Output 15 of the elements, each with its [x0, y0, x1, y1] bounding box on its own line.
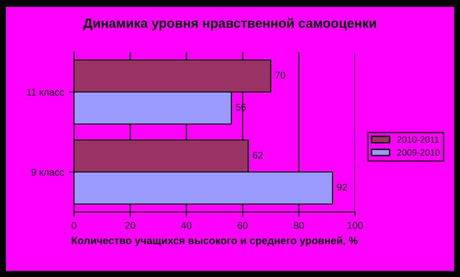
x-tick-label: 100 [348, 222, 363, 229]
legend-label: 2009-2010 [397, 149, 440, 156]
data-label: 70 [275, 72, 286, 79]
x-axis-title: Количество учащихся высокого и среднего уровней, % [72, 236, 358, 246]
chart-title: Динамика уровня нравственной самооценки [83, 18, 376, 30]
data-label: 92 [337, 184, 348, 191]
legend-label: 2010-2011 [397, 136, 439, 143]
data-label: 62 [252, 152, 263, 159]
x-tick-label: 60 [238, 222, 248, 229]
x-tick-label: 40 [181, 222, 192, 229]
y-tick-label: 9 класс [31, 168, 64, 176]
x-tick-label: 0 [72, 222, 76, 229]
x-tick-label: 80 [294, 222, 304, 229]
x-tick-label: 20 [125, 222, 136, 229]
y-tick-label: 11 класс [27, 88, 64, 96]
